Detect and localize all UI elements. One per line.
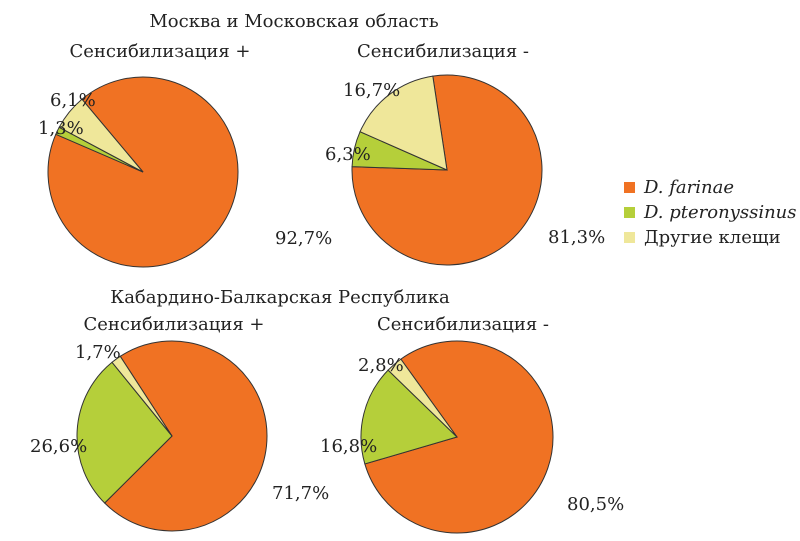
pie-1-label-farinae: 92,7% xyxy=(275,228,332,249)
pie-3-label-pteronyssinus: 26,6% xyxy=(30,436,87,457)
pie-3-slice-farinae xyxy=(103,340,268,532)
pie-subtitle-1: Сенсибилизация + xyxy=(69,41,250,62)
legend: D. farinae D. pteronyssinus Другие клещи xyxy=(624,177,797,248)
legend-label-other: Другие клещи xyxy=(644,227,781,248)
pie-3-slice-pteronyssinus xyxy=(76,361,173,504)
pie-3-label-other: 1,7% xyxy=(75,342,121,363)
pie-subtitle-4: Сенсибилизация - xyxy=(377,314,549,335)
legend-label-pteronyssinus: D. pteronyssinus xyxy=(643,202,797,223)
pie-4-slice-pteronyssinus xyxy=(360,369,458,465)
legend-swatch-pteronyssinus xyxy=(624,207,635,218)
pie-subtitle-3: Сенсибилизация + xyxy=(83,314,264,335)
pie-2-label-other: 16,7% xyxy=(343,80,400,101)
pie-4-label-other: 2,8% xyxy=(358,355,404,376)
pie-2: 81,3% 6,3% 16,7% xyxy=(325,74,605,266)
legend-label-farinae: D. farinae xyxy=(643,177,734,198)
pie-3-slice-other xyxy=(111,355,173,437)
pie-2-slice-other xyxy=(359,75,448,171)
pie-1: 92,7% 1,3% 6,1% xyxy=(38,76,332,268)
pie-1-slice-other xyxy=(58,98,144,173)
pie-2-label-farinae: 81,3% xyxy=(548,227,605,248)
pie-1-label-pteronyssinus: 1,3% xyxy=(38,118,84,139)
pie-4-slice-other xyxy=(387,358,458,438)
group-title-moscow: Москва и Московская область xyxy=(149,11,438,32)
pie-3-label-farinae: 71,7% xyxy=(272,483,329,504)
legend-swatch-other xyxy=(624,232,635,243)
pie-2-label-pteronyssinus: 6,3% xyxy=(325,144,371,165)
legend-swatch-farinae xyxy=(624,182,635,193)
pie-4-label-pteronyssinus: 16,8% xyxy=(320,436,377,457)
pie-4-slice-farinae xyxy=(364,340,554,534)
pie-subtitle-2: Сенсибилизация - xyxy=(357,41,529,62)
pie-3: 71,7% 26,6% 1,7% xyxy=(30,340,329,532)
pie-1-label-other: 6,1% xyxy=(50,90,96,111)
group-title-kbr: Кабардино-Балкарская Республика xyxy=(110,287,450,308)
pie-4: 80,5% 16,8% 2,8% xyxy=(320,340,624,534)
pie-4-label-farinae: 80,5% xyxy=(567,494,624,515)
